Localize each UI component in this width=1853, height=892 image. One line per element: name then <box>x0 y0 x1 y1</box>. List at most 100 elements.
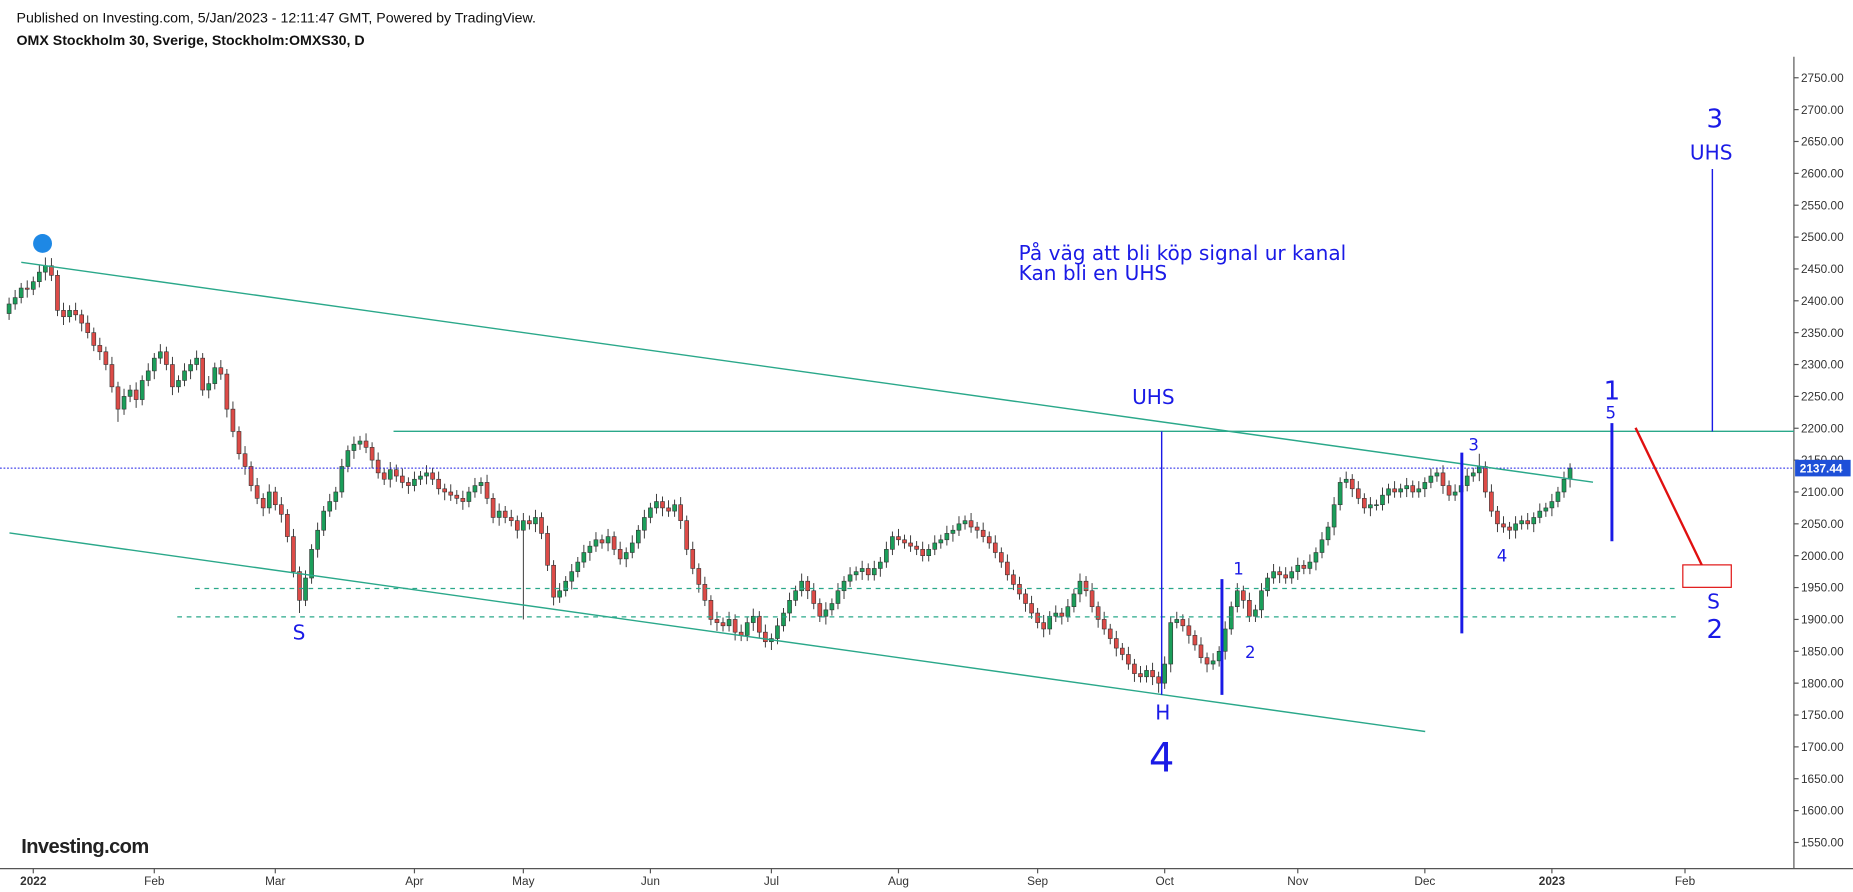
candle-body <box>1017 584 1022 595</box>
candle-body <box>720 622 726 627</box>
candle-body <box>1289 571 1295 579</box>
candle-body <box>1065 606 1071 617</box>
candle-body <box>333 491 339 502</box>
candle-body <box>1174 619 1180 623</box>
candle-body <box>569 571 575 582</box>
candle-body <box>176 380 181 388</box>
annotation: 2 <box>1706 615 1723 645</box>
candle-body <box>490 498 496 518</box>
candle-body <box>944 533 950 541</box>
y-tick-label: 1750.00 <box>1801 708 1844 722</box>
annotation: 3 <box>1468 435 1479 454</box>
lower-channel-line <box>9 532 1426 733</box>
candle-body <box>254 485 260 499</box>
candle-body <box>1355 488 1361 499</box>
y-tick-label: 1550.00 <box>1801 836 1844 850</box>
candle-body <box>690 549 696 569</box>
candle-body <box>962 520 968 525</box>
candle-body <box>1156 676 1161 684</box>
last-price-label: 2137.44 <box>1800 461 1843 475</box>
logo: Investing.com <box>21 836 148 858</box>
candle-body <box>460 498 466 502</box>
candle-body <box>109 364 115 388</box>
candle-body <box>61 310 66 318</box>
candle-body <box>24 287 30 290</box>
candle-body <box>1095 606 1101 620</box>
y-tick-label: 2450.00 <box>1801 262 1844 276</box>
candle-body <box>85 322 91 333</box>
annotation: UHS <box>1690 141 1733 165</box>
candle-body <box>6 303 12 314</box>
candle-body <box>266 491 272 509</box>
candle-body <box>1259 590 1264 611</box>
x-tick-label: May <box>512 874 534 888</box>
published-note: Published on Investing.com, 5/Jan/2023 -… <box>17 10 536 26</box>
candle-body <box>545 533 550 566</box>
candle-body <box>466 491 472 502</box>
candle-body <box>636 529 641 544</box>
candle-body <box>121 396 127 410</box>
candle-body <box>200 357 205 391</box>
x-tick-label: Aug <box>888 874 909 888</box>
candle-body <box>1410 485 1416 493</box>
candle-body <box>1386 488 1391 496</box>
candle-body <box>732 619 738 633</box>
candle-body <box>557 590 562 598</box>
annotation: 4 <box>1149 736 1175 782</box>
annotation: S <box>293 620 306 644</box>
annotation: På väg att bli köp signal ur kanal <box>1019 241 1347 265</box>
candle-body <box>1398 488 1403 493</box>
candle-body <box>1543 507 1549 512</box>
candle-body <box>708 600 714 620</box>
candle-body <box>1343 478 1349 483</box>
y-tick-label: 1850.00 <box>1801 644 1844 658</box>
candle-body <box>158 351 163 359</box>
candle-body <box>1041 622 1046 630</box>
candle-body <box>629 542 635 553</box>
candle-body <box>188 364 193 372</box>
candle-body <box>1083 580 1089 592</box>
candle-body <box>841 580 847 592</box>
candle-body <box>151 357 157 372</box>
candle-body <box>297 571 302 601</box>
candle-body <box>406 482 411 486</box>
candle-body <box>593 539 599 547</box>
candle-body <box>775 625 780 639</box>
candle-body <box>1162 663 1167 684</box>
candle-body <box>321 510 326 531</box>
candle-body <box>103 351 109 365</box>
candle-body <box>1374 504 1379 506</box>
x-tick-label: Oct <box>1156 874 1175 888</box>
candle-body <box>357 440 363 445</box>
candle-body <box>805 580 811 592</box>
candle-body <box>744 622 750 636</box>
candle-body <box>1247 600 1252 617</box>
candle-body <box>1489 491 1494 512</box>
candle-body <box>1349 478 1355 490</box>
x-tick-label: Nov <box>1287 874 1308 888</box>
candle-body <box>18 287 24 298</box>
candle-body <box>563 580 569 592</box>
candle-body <box>787 600 792 614</box>
candles <box>0 257 1794 693</box>
candle-body <box>757 615 762 633</box>
candle-body <box>1077 580 1083 595</box>
candle-body <box>908 542 913 547</box>
candle-body <box>527 520 532 525</box>
annotation: 5 <box>1605 403 1616 422</box>
candle-body <box>666 507 671 512</box>
y-tick-label: 2400.00 <box>1801 294 1844 308</box>
annotation: 3 <box>1706 105 1723 135</box>
candle-body <box>1337 482 1343 506</box>
x-tick-label: 2022 <box>20 874 47 888</box>
candle-body <box>611 536 617 550</box>
candle-body <box>1089 590 1095 607</box>
candle-body <box>49 265 54 276</box>
candle-body <box>702 584 708 601</box>
candle-body <box>678 504 683 521</box>
candle-body <box>1567 467 1573 480</box>
candle-body <box>714 619 720 623</box>
candle-body <box>375 459 381 474</box>
candle-body <box>551 564 556 598</box>
